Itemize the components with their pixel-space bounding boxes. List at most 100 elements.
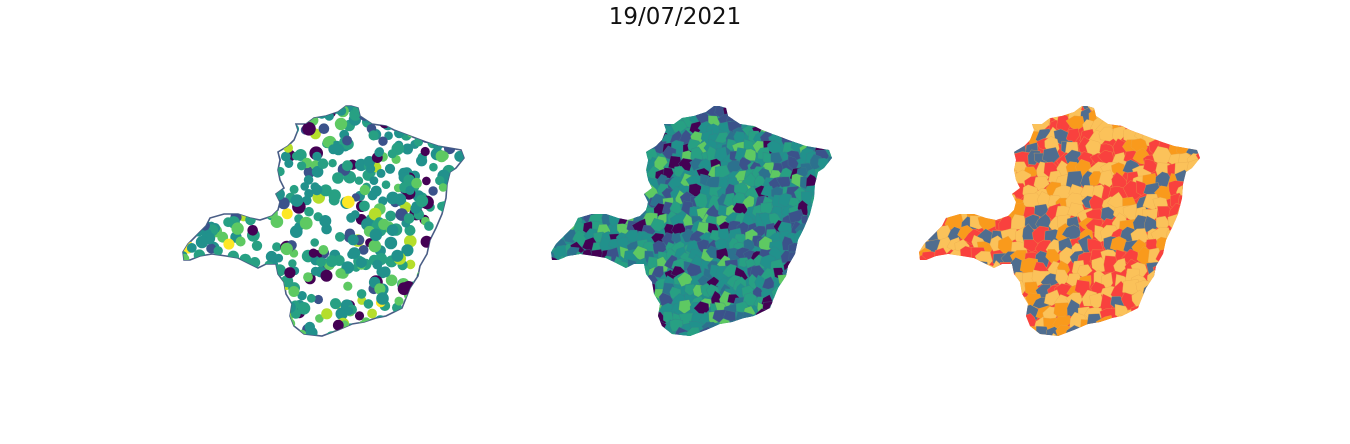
- municipality-region: [1106, 325, 1125, 336]
- municipality-region: [572, 114, 587, 126]
- municipality-point: [216, 174, 229, 187]
- municipality-region: [817, 274, 832, 290]
- municipality-point: [438, 106, 451, 114]
- municipality-point: [348, 247, 361, 259]
- municipality-point: [416, 155, 428, 167]
- municipality-region: [1001, 338, 1018, 344]
- municipality-point: [367, 326, 379, 336]
- municipality-region: [808, 129, 826, 143]
- municipality-region: [833, 298, 838, 310]
- municipality-region: [551, 274, 562, 287]
- municipality-region: [807, 311, 822, 325]
- municipality-region: [956, 139, 975, 159]
- municipality-region: [633, 170, 648, 183]
- municipality-point: [265, 188, 276, 199]
- municipality-region: [610, 161, 623, 176]
- municipality-point: [249, 324, 261, 336]
- municipality-region: [968, 147, 986, 164]
- municipality-point: [273, 116, 284, 128]
- municipality-region: [814, 331, 830, 336]
- municipality-point: [239, 329, 252, 336]
- municipality-region: [616, 142, 633, 158]
- municipality-region: [919, 279, 928, 301]
- municipality-region: [927, 203, 944, 219]
- municipality-region: [577, 114, 594, 131]
- municipality-region: [570, 290, 585, 305]
- municipality-point: [187, 119, 202, 134]
- municipality-region: [678, 299, 693, 314]
- municipality-region: [623, 300, 637, 315]
- municipality-region: [793, 278, 810, 289]
- municipality-point: [225, 135, 239, 148]
- municipality-point: [188, 281, 198, 291]
- municipality-point: [330, 298, 341, 310]
- municipality-region: [605, 266, 620, 283]
- municipality-region: [705, 332, 720, 336]
- municipality-region: [1177, 195, 1198, 214]
- municipality-point: [420, 131, 432, 143]
- municipality-region: [737, 337, 751, 344]
- municipality-region: [921, 118, 942, 136]
- municipality-region: [777, 274, 790, 289]
- municipality-point: [447, 180, 458, 191]
- municipality-region: [671, 223, 687, 237]
- municipality-point: [446, 301, 456, 311]
- municipality-region: [1168, 106, 1184, 121]
- municipality-region: [610, 276, 624, 292]
- municipality-region: [942, 183, 960, 204]
- municipality-region: [780, 106, 796, 122]
- municipality-point: [433, 284, 444, 295]
- municipality-region: [1113, 258, 1127, 273]
- municipality-point: [190, 297, 202, 309]
- municipality-region: [801, 319, 814, 336]
- municipality-region: [834, 123, 838, 139]
- municipality-region: [791, 285, 807, 299]
- municipality-point: [247, 185, 256, 194]
- municipality-point: [226, 189, 237, 199]
- municipality-region: [610, 168, 626, 182]
- municipality-point: [280, 242, 293, 256]
- municipality-point: [235, 236, 246, 247]
- municipality-region: [565, 195, 580, 209]
- municipality-region: [1187, 203, 1200, 223]
- municipality-region: [680, 106, 697, 109]
- municipality-region: [1112, 106, 1131, 109]
- municipality-point: [226, 190, 235, 200]
- municipality-region: [621, 185, 633, 198]
- municipality-region: [837, 303, 838, 318]
- municipality-region: [822, 223, 832, 236]
- municipality-point: [412, 305, 424, 318]
- municipality-region: [813, 269, 827, 282]
- municipality-region: [627, 328, 640, 336]
- municipality-point: [455, 222, 464, 235]
- municipality-point: [239, 263, 250, 274]
- municipality-region: [584, 198, 599, 213]
- municipality-region: [1145, 106, 1160, 113]
- municipality-region: [1056, 113, 1071, 133]
- municipality-region: [925, 257, 941, 273]
- municipality-region: [621, 106, 635, 118]
- municipality-point: [239, 253, 252, 266]
- municipality-region: [834, 160, 838, 172]
- municipality-region: [557, 293, 573, 309]
- municipality-region: [621, 202, 636, 218]
- municipality-point: [276, 127, 287, 137]
- municipality-region: [979, 303, 997, 324]
- municipality-region: [789, 107, 804, 120]
- municipality-region: [803, 282, 820, 299]
- municipality-point: [183, 171, 195, 183]
- municipality-point: [306, 293, 316, 303]
- municipality-region: [945, 307, 965, 322]
- municipality-point: [450, 225, 461, 235]
- municipality-point: [265, 250, 278, 263]
- municipality-region: [551, 151, 560, 165]
- municipality-region: [607, 140, 621, 153]
- municipality-region: [1163, 250, 1179, 268]
- municipality-region: [583, 107, 595, 119]
- municipality-region: [1144, 333, 1165, 336]
- municipality-region: [597, 159, 612, 174]
- municipality-region: [601, 123, 613, 138]
- municipality-region: [922, 297, 940, 312]
- municipality-point: [423, 268, 435, 280]
- municipality-point: [183, 253, 190, 264]
